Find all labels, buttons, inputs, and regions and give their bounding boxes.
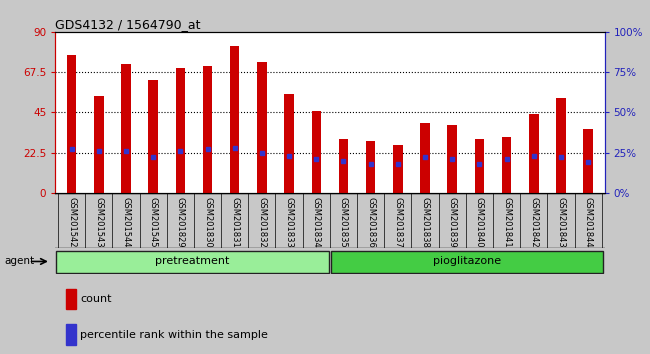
Bar (529, 114, 539, 193)
Text: GSM201836: GSM201836 (366, 197, 375, 248)
Bar (203, 66, 213, 193)
Text: GSM201833: GSM201833 (285, 197, 294, 248)
Bar (257, 62, 266, 193)
Text: GSM201832: GSM201832 (257, 197, 266, 248)
Bar (94, 96, 103, 193)
Bar (584, 129, 593, 193)
Text: pretreatment: pretreatment (155, 256, 229, 267)
Text: GSM201837: GSM201837 (393, 197, 402, 248)
Bar (176, 68, 185, 193)
Text: GSM201545: GSM201545 (149, 197, 158, 248)
Text: GSM201831: GSM201831 (230, 197, 239, 248)
Text: GSM201829: GSM201829 (176, 197, 185, 248)
Text: GSM201834: GSM201834 (312, 197, 321, 248)
Bar (502, 137, 512, 193)
Text: GSM201542: GSM201542 (67, 197, 76, 248)
Bar (66, 289, 76, 309)
Text: GSM201830: GSM201830 (203, 197, 212, 248)
Text: count: count (80, 294, 111, 304)
Text: GSM201543: GSM201543 (94, 197, 103, 248)
Text: GSM201841: GSM201841 (502, 197, 511, 248)
Text: GSM201843: GSM201843 (556, 197, 566, 248)
Bar (148, 80, 158, 193)
Bar (339, 139, 348, 193)
Bar (67, 55, 76, 193)
Text: GSM201839: GSM201839 (448, 197, 457, 248)
Bar (66, 324, 76, 345)
Bar (556, 98, 566, 193)
Text: GSM201838: GSM201838 (421, 197, 430, 248)
Bar (421, 123, 430, 193)
Text: GSM201835: GSM201835 (339, 197, 348, 248)
Text: percentile rank within the sample: percentile rank within the sample (80, 330, 268, 340)
Bar (474, 139, 484, 193)
Text: GSM201842: GSM201842 (529, 197, 538, 248)
Bar (447, 125, 457, 193)
FancyBboxPatch shape (57, 251, 329, 273)
Bar (230, 46, 239, 193)
Bar (284, 95, 294, 193)
Text: pioglitazone: pioglitazone (433, 256, 501, 267)
Bar (366, 141, 376, 193)
Text: GSM201844: GSM201844 (584, 197, 593, 248)
Bar (393, 144, 402, 193)
Text: GSM201544: GSM201544 (122, 197, 131, 248)
Text: GDS4132 / 1564790_at: GDS4132 / 1564790_at (55, 18, 200, 31)
Text: agent: agent (5, 256, 34, 267)
Text: GSM201840: GSM201840 (475, 197, 484, 248)
Bar (311, 110, 321, 193)
Bar (121, 64, 131, 193)
FancyBboxPatch shape (331, 251, 603, 273)
